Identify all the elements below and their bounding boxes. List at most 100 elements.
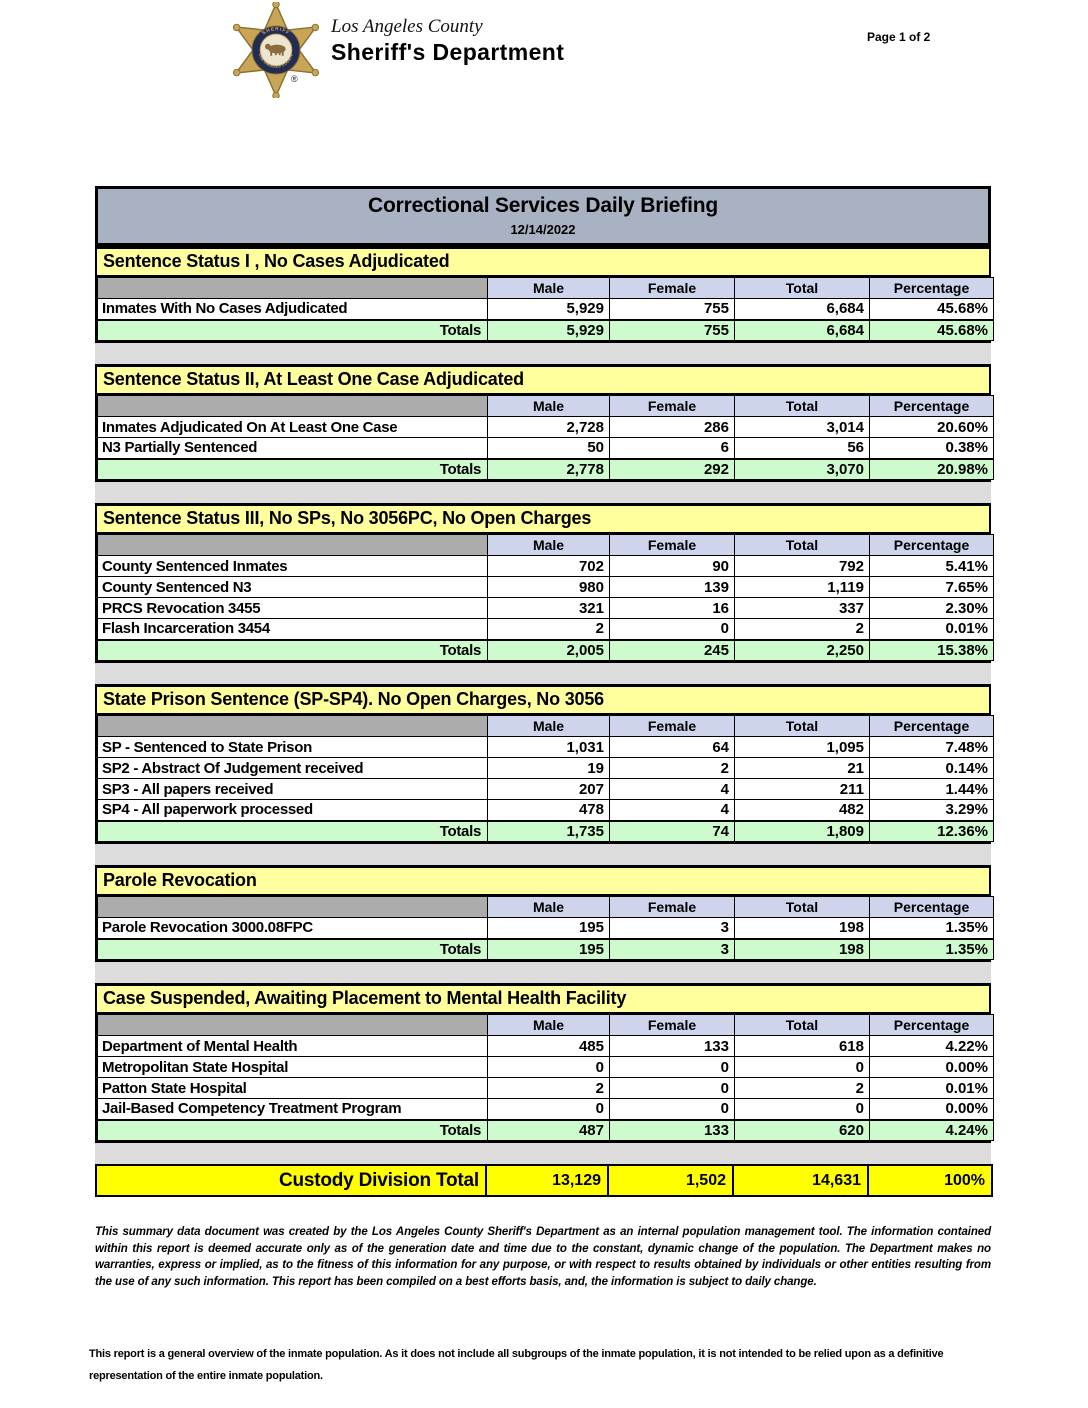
row-label: SP - Sentenced to State Prison — [97, 736, 488, 758]
row-value: 478 — [487, 799, 610, 821]
row-label: Metropolitan State Hospital — [97, 1056, 488, 1078]
row-value: 45.68% — [869, 298, 994, 320]
row-value: 6,684 — [734, 298, 870, 320]
daily-briefing-report: Correctional Services Daily Briefing 12/… — [95, 186, 994, 1197]
row-label: PRCS Revocation 3455 — [97, 597, 488, 619]
row-value: 2.30% — [869, 597, 994, 619]
totals-value: 2,005 — [487, 638, 610, 661]
row-value: 90 — [609, 555, 735, 577]
column-header-male: Male — [487, 1014, 610, 1036]
totals-value: 1,809 — [734, 819, 870, 842]
row-label: SP2 - Abstract Of Judgement received — [97, 757, 488, 779]
grand-total-male: 13,129 — [485, 1164, 609, 1197]
row-value: 1.44% — [869, 778, 994, 800]
report-section: Sentence Status II, At Least One Case Ad… — [95, 364, 994, 482]
row-value: 0 — [609, 1098, 735, 1120]
report-section: Case Suspended, Awaiting Placement to Me… — [95, 983, 994, 1143]
section-table: Male Female Total Percentage Parole Revocati… — [97, 896, 994, 960]
totals-value: 1,735 — [487, 819, 610, 842]
bear-emblem — [264, 43, 286, 56]
column-header-male: Male — [487, 715, 610, 737]
row-value: 0 — [734, 1056, 870, 1078]
column-header-female: Female — [609, 896, 735, 918]
row-value: 0 — [609, 1056, 735, 1078]
row-value: 2 — [734, 618, 870, 640]
org-name-block: Los Angeles County Sheriff's Department — [331, 16, 564, 66]
totals-value: 198 — [734, 937, 870, 960]
report-date: 12/14/2022 — [510, 222, 576, 237]
column-header-female: Female — [609, 715, 735, 737]
totals-row: Totals 2,778 292 3,070 20.98% — [97, 457, 994, 480]
row-value: 3,014 — [734, 416, 870, 438]
row-label: Patton State Hospital — [97, 1077, 488, 1099]
column-header-male: Male — [487, 534, 610, 556]
row-value: 485 — [487, 1035, 610, 1057]
section-title: Case Suspended, Awaiting Placement to Me… — [97, 986, 989, 1014]
grand-total-total: 14,631 — [732, 1164, 869, 1197]
column-header-row: Male Female Total Percentage — [97, 534, 994, 556]
row-label: Department of Mental Health — [97, 1035, 488, 1057]
totals-value: 292 — [609, 457, 735, 480]
report-section: Sentence Status III, No SPs, No 3056PC, … — [95, 503, 994, 663]
row-value: 139 — [609, 576, 735, 598]
totals-label: Totals — [97, 457, 488, 480]
letterhead-department: Sheriff's Department — [331, 39, 565, 65]
totals-row: Totals 2,005 245 2,250 15.38% — [97, 638, 994, 661]
row-value: 0.01% — [869, 618, 994, 640]
totals-label: Totals — [97, 638, 488, 661]
row-value: 133 — [609, 1035, 735, 1057]
section-spacer — [95, 1143, 991, 1164]
column-header-percentage: Percentage — [869, 395, 994, 417]
section-spacer — [95, 962, 991, 983]
section-table: Male Female Total Percentage County Sentence… — [97, 534, 994, 661]
row-label: N3 Partially Sentenced — [97, 437, 488, 459]
section-table: Male Female Total Percentage SP - Sentenced … — [97, 715, 994, 842]
row-value: 4 — [609, 778, 735, 800]
totals-row: Totals 487 133 620 4.24% — [97, 1118, 994, 1141]
svg-text:SHERIFF: SHERIFF — [261, 26, 291, 36]
table-row: Flash Incarceration 3454 2 0 2 0.01% — [97, 618, 994, 640]
row-value: 2 — [734, 1077, 870, 1099]
section-title: Parole Revocation — [97, 868, 989, 896]
column-header-row: Male Female Total Percentage — [97, 896, 994, 918]
page-number: Page 1 of 2 — [867, 30, 931, 44]
row-value: 56 — [734, 437, 870, 459]
grand-total-percentage: 100% — [867, 1164, 993, 1197]
column-header-percentage: Percentage — [869, 277, 994, 299]
section-table: Male Female Total Percentage Department of M… — [97, 1014, 994, 1141]
row-value: 5,929 — [487, 298, 610, 320]
grand-total-row: Custody Division Total 13,129 1,502 14,6… — [95, 1164, 993, 1197]
totals-value: 133 — [609, 1118, 735, 1141]
column-header-total: Total — [734, 395, 870, 417]
footer-note: This report is a general overview of the… — [89, 1347, 944, 1382]
row-value: 0.14% — [869, 757, 994, 779]
row-value: 4.22% — [869, 1035, 994, 1057]
totals-value: 4.24% — [869, 1118, 994, 1141]
column-header-total: Total — [734, 277, 870, 299]
sheriff-badge-icon: SHERIFF LOS ANGELES COUNTY badge — [232, 2, 320, 98]
row-value: 2 — [609, 757, 735, 779]
row-value: 0 — [487, 1056, 610, 1078]
row-value: 337 — [734, 597, 870, 619]
totals-label: Totals — [97, 1118, 488, 1141]
column-header-male: Male — [487, 277, 610, 299]
totals-value: 1.35% — [869, 937, 994, 960]
column-header-corner-cell — [97, 715, 488, 737]
column-header-female: Female — [609, 534, 735, 556]
row-value: 321 — [487, 597, 610, 619]
column-header-total: Total — [734, 715, 870, 737]
column-header-corner-cell — [97, 277, 488, 299]
row-value: 211 — [734, 778, 870, 800]
column-header-row: Male Female Total Percentage — [97, 395, 994, 417]
totals-row: Totals 1,735 74 1,809 12.36% — [97, 819, 994, 842]
section-spacer — [95, 663, 991, 684]
table-row: Jail-Based Competency Treatment Program 0… — [97, 1098, 994, 1120]
report-section: Sentence Status I , No Cases Adjudicated… — [95, 246, 994, 343]
row-value: 755 — [609, 298, 735, 320]
row-value: 7.48% — [869, 736, 994, 758]
row-value: 16 — [609, 597, 735, 619]
row-value: 0.00% — [869, 1056, 994, 1078]
row-value: 0.38% — [869, 437, 994, 459]
totals-value: 45.68% — [869, 318, 994, 341]
column-header-female: Female — [609, 277, 735, 299]
